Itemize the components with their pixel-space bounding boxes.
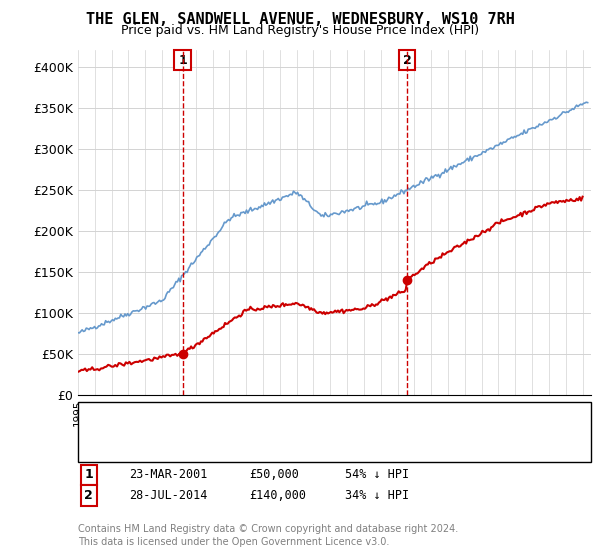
Text: Price paid vs. HM Land Registry's House Price Index (HPI): Price paid vs. HM Land Registry's House …: [121, 24, 479, 37]
Text: 23-MAR-2001: 23-MAR-2001: [129, 468, 208, 482]
Text: ———: ———: [93, 432, 139, 447]
Text: 1: 1: [85, 468, 93, 482]
Text: THE GLEN, SANDWELL AVENUE, WEDNESBURY, WS10 7RH (detached house): THE GLEN, SANDWELL AVENUE, WEDNESBURY, W…: [135, 414, 562, 424]
Text: 54% ↓ HPI: 54% ↓ HPI: [345, 468, 409, 482]
Text: Contains HM Land Registry data © Crown copyright and database right 2024.: Contains HM Land Registry data © Crown c…: [78, 524, 458, 534]
Text: HPI: Average price, detached house, Walsall: HPI: Average price, detached house, Wals…: [135, 435, 380, 445]
Text: £140,000: £140,000: [249, 489, 306, 502]
Text: 1: 1: [178, 54, 187, 67]
Text: This data is licensed under the Open Government Licence v3.0.: This data is licensed under the Open Gov…: [78, 536, 389, 547]
Text: £50,000: £50,000: [249, 468, 299, 482]
Text: 28-JUL-2014: 28-JUL-2014: [129, 489, 208, 502]
Text: THE GLEN, SANDWELL AVENUE, WEDNESBURY, WS10 7RH: THE GLEN, SANDWELL AVENUE, WEDNESBURY, W…: [86, 12, 514, 27]
Text: ———: ———: [93, 412, 139, 426]
Text: 34% ↓ HPI: 34% ↓ HPI: [345, 489, 409, 502]
Text: 2: 2: [85, 489, 93, 502]
Text: 2: 2: [403, 54, 412, 67]
